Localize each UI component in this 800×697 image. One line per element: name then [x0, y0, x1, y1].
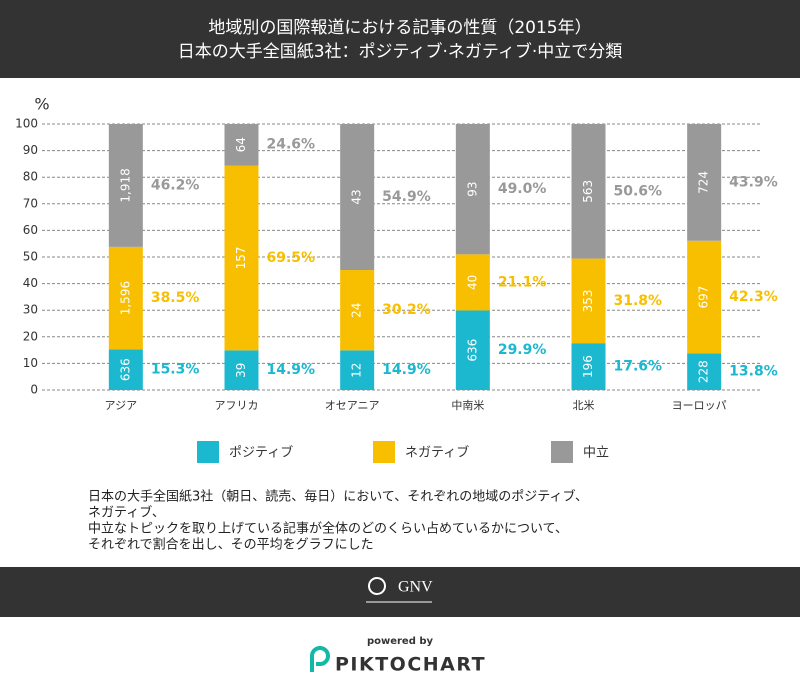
bar-segment — [455, 310, 490, 390]
count-label: 157 — [234, 246, 248, 269]
value-label: 15.3% — [151, 362, 200, 378]
bar-segment — [571, 258, 606, 344]
header-band — [0, 0, 800, 78]
plot-area — [108, 124, 722, 390]
note-line: それぞれで割合を出し、その平均をグラフにした — [88, 537, 374, 553]
bar-segment — [687, 240, 722, 354]
y-tick-label: 60 — [23, 223, 38, 237]
count-label: 636 — [465, 339, 479, 362]
y-tick-label: 20 — [23, 329, 38, 343]
count-label: 24 — [350, 303, 364, 318]
chart-title: 地域別の国際報道における記事の性質（2015年） — [208, 18, 591, 38]
legend-swatch — [551, 441, 573, 463]
x-tick-label: 北米 — [573, 399, 595, 412]
chart-subtitle: 日本の大手全国紙3社：ポジティブ·ネガティブ·中立で分類 — [178, 41, 623, 62]
bar-segment — [455, 124, 490, 255]
brand-icon — [310, 646, 330, 672]
count-label: 1,596 — [118, 281, 132, 315]
bar-segment — [340, 350, 375, 390]
bar-segment — [340, 124, 375, 271]
y-tick-label: 100 — [15, 117, 38, 131]
legend-swatch — [197, 441, 219, 463]
bar-segment — [224, 165, 259, 351]
value-label: 13.8% — [729, 364, 778, 380]
value-label: 21.1% — [498, 274, 547, 290]
bar-segment — [340, 270, 375, 351]
count-label: 64 — [234, 137, 248, 152]
bar-segment — [571, 124, 606, 259]
x-tick-label: 中南米 — [451, 399, 484, 412]
y-tick-label: 70 — [23, 196, 38, 210]
footer-band — [0, 567, 800, 617]
count-label: 12 — [350, 363, 364, 378]
y-tick-label: 0 — [30, 383, 38, 397]
bar-segment — [224, 350, 259, 390]
bar-segment — [108, 124, 143, 247]
count-label: 39 — [234, 363, 248, 378]
bar-segment — [224, 124, 259, 166]
bar-segment — [687, 353, 722, 390]
value-label: 17.6% — [614, 359, 663, 375]
legend-label: ネガティブ — [405, 445, 469, 461]
value-label: 43.9% — [729, 174, 778, 190]
value-label: 42.3% — [729, 289, 778, 305]
y-tick-label: 50 — [23, 250, 38, 264]
logo-text: GNV — [398, 579, 433, 596]
powered-by: powered by — [367, 636, 434, 647]
bar-segment — [455, 254, 490, 311]
count-label: 93 — [465, 182, 479, 197]
value-label: 46.2% — [151, 177, 200, 193]
count-label: 353 — [581, 289, 595, 312]
value-label: 69.5% — [267, 250, 316, 266]
labels: 636 15.3% 1,596 38.5% 1,918 46.2% 39 14.9% 157 69… — [118, 137, 777, 383]
count-label: 636 — [118, 358, 132, 381]
value-label: 14.9% — [382, 362, 431, 378]
note-line: 中立なトピックを取り上げている記事が全体のどのくらい占めているかについて、 — [88, 521, 568, 537]
legend-label: ポジティブ — [229, 445, 293, 461]
legend-swatch — [373, 441, 395, 463]
bar-segment — [108, 349, 143, 390]
count-label: 563 — [581, 180, 595, 203]
x-tick-label: アジア — [105, 399, 138, 412]
value-label: 24.6% — [267, 137, 316, 153]
value-label: 30.2% — [382, 302, 431, 318]
count-label: 228 — [697, 360, 711, 383]
value-label: 38.5% — [151, 290, 200, 306]
bar-segment — [571, 343, 606, 390]
value-label: 50.6% — [614, 183, 663, 199]
count-label: 724 — [697, 171, 711, 194]
y-tick-label: 40 — [23, 276, 38, 290]
value-label: 14.9% — [267, 362, 316, 378]
x-tick-label: アフリカ — [215, 399, 259, 412]
count-label: 1,918 — [118, 168, 132, 202]
x-tick-label: オセアニア — [325, 399, 380, 412]
value-label: 29.9% — [498, 342, 547, 358]
bar-segment — [108, 246, 143, 350]
count-label: 40 — [465, 275, 479, 290]
legend-label: 中立 — [583, 446, 609, 461]
count-label: 196 — [581, 355, 595, 378]
logo-icon — [368, 577, 386, 595]
note-line: ネガティブ、 — [88, 505, 165, 521]
count-label: 697 — [697, 286, 711, 309]
y-tick-label: 10 — [23, 356, 38, 370]
value-label: 31.8% — [614, 293, 663, 309]
note-line: 日本の大手全国紙3社（朝日、読売、毎日）において、それぞれの地域のポジティブ、 — [88, 489, 588, 505]
y-axis-label: % — [34, 95, 49, 114]
y-tick-label: 30 — [23, 303, 38, 317]
count-label: 43 — [350, 189, 364, 204]
x-tick-label: ヨーロッパ — [672, 399, 727, 412]
y-tick-label: 80 — [23, 170, 38, 184]
value-label: 49.0% — [498, 181, 547, 197]
value-label: 54.9% — [382, 189, 431, 205]
bar-segment — [687, 124, 722, 241]
y-tick-label: 90 — [23, 143, 38, 157]
brand-text: PIKTOCHART — [335, 654, 486, 676]
